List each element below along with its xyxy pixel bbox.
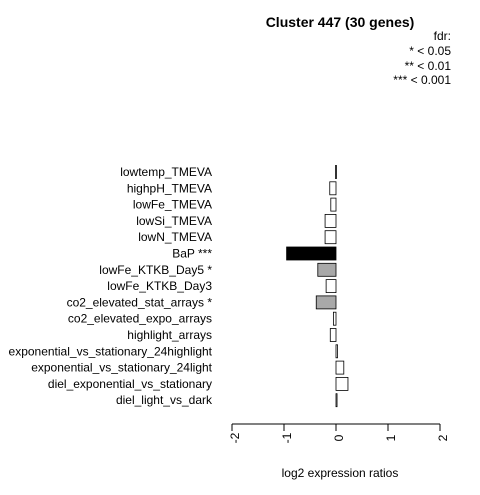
- category-label: lowFe_KTKB_Day5 *: [99, 263, 212, 277]
- legend-line-3: *** < 0.001: [393, 73, 451, 87]
- category-label: lowFe_KTKB_Day3: [107, 279, 212, 293]
- x-tick-label: 2: [436, 434, 450, 441]
- category-label: diel_light_vs_dark: [116, 393, 213, 407]
- bars: [286, 165, 349, 408]
- bar: [335, 344, 338, 359]
- category-label: lowtemp_TMEVA: [120, 165, 212, 179]
- bar: [332, 311, 337, 326]
- bar: [324, 213, 337, 228]
- category-label: exponential_vs_stationary_24highlight: [9, 344, 213, 358]
- legend-line-1: * < 0.05: [409, 44, 451, 58]
- legend: fdr: * < 0.05 ** < 0.01 *** < 0.001: [393, 29, 451, 87]
- bar: [335, 360, 345, 375]
- bar: [315, 295, 337, 310]
- category-labels: lowtemp_TMEVA highpH_TMEVA lowFe_TMEVA lowS…: [9, 165, 213, 407]
- category-label: co2_elevated_stat_arrays *: [67, 295, 213, 309]
- bar: [324, 230, 337, 245]
- category-label: lowSi_TMEVA: [136, 214, 212, 228]
- bar: [335, 376, 349, 391]
- bar: [335, 393, 338, 408]
- category-label: exponential_vs_stationary_24light: [31, 361, 212, 375]
- legend-line-0: fdr:: [434, 29, 451, 43]
- bar: [330, 197, 337, 212]
- bar: [329, 328, 337, 342]
- x-tick-label: -2: [228, 432, 242, 443]
- legend-line-2: ** < 0.01: [405, 59, 452, 73]
- chart-title: Cluster 447 (30 genes): [266, 14, 415, 30]
- category-label: lowFe_TMEVA: [133, 198, 212, 212]
- bar: [325, 279, 337, 294]
- bar: [335, 165, 337, 179]
- category-label: highlight_arrays: [127, 328, 212, 342]
- category-label: BaP ***: [172, 247, 212, 261]
- x-tick-label: -1: [280, 432, 294, 443]
- bar: [329, 181, 337, 196]
- category-label: lowN_TMEVA: [138, 230, 212, 244]
- bar: [317, 262, 337, 277]
- bar: [286, 246, 337, 261]
- x-tick-label: 0: [332, 434, 346, 441]
- category-label: highpH_TMEVA: [127, 181, 212, 195]
- x-axis: -2 -1 0 1 2: [228, 423, 450, 443]
- x-tick-label: 1: [384, 434, 398, 441]
- category-label: diel_exponential_vs_stationary: [48, 377, 212, 391]
- category-label: co2_elevated_expo_arrays: [68, 312, 212, 326]
- x-axis-label: log2 expression ratios: [282, 466, 399, 480]
